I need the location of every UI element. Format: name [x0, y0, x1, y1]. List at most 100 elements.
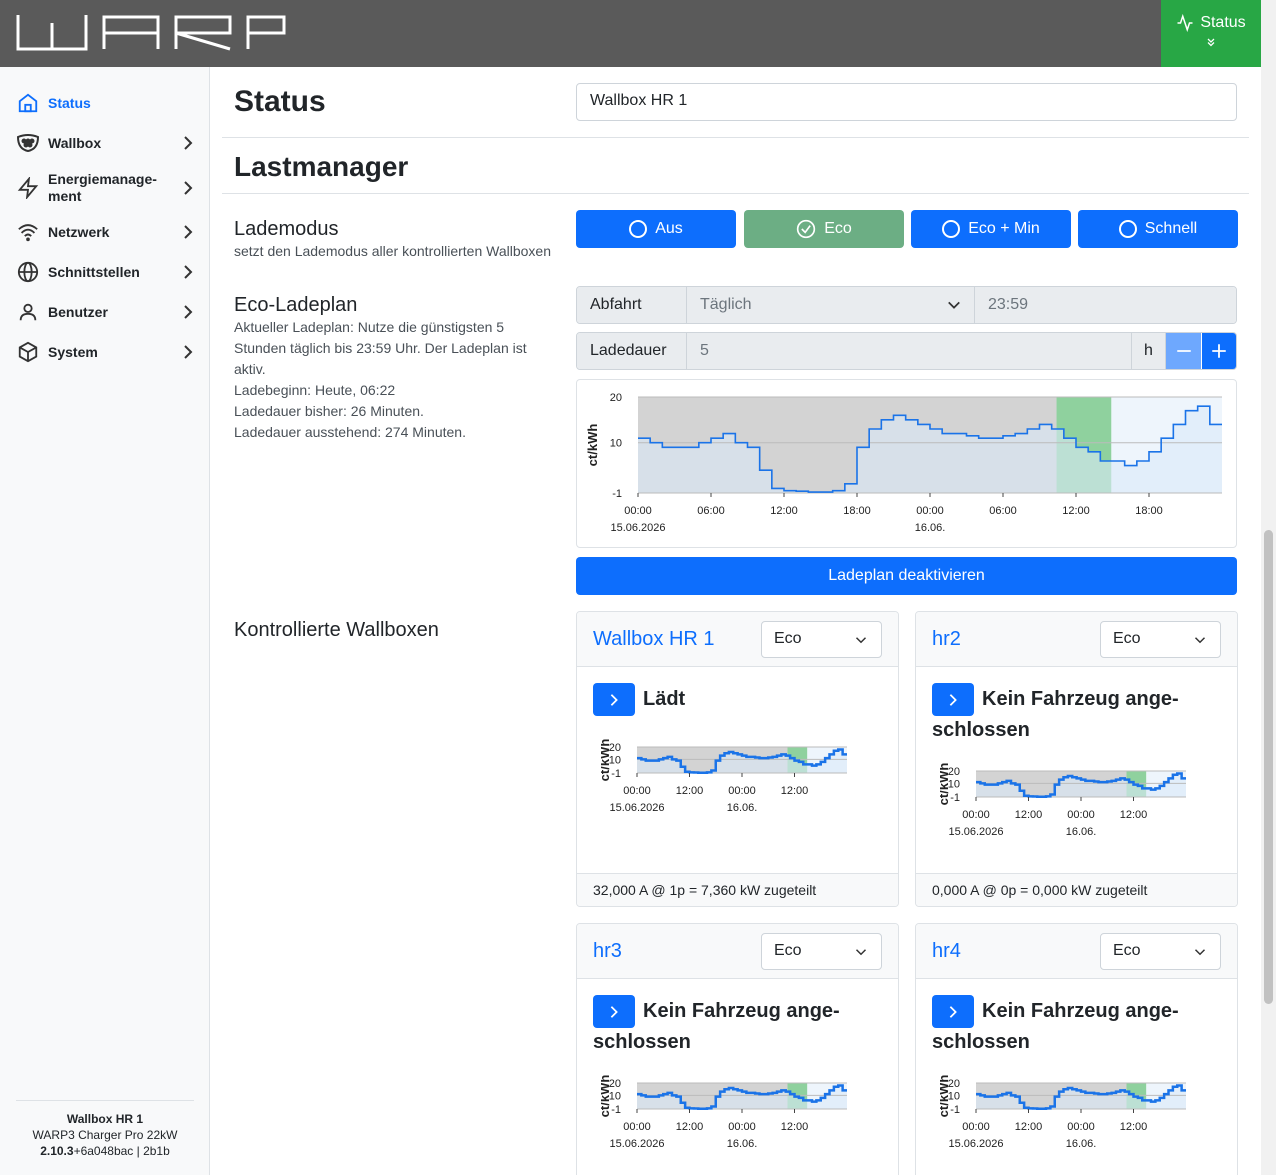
- chart-y-tick-label: 20: [610, 392, 622, 404]
- chart-y-tick-label: 20: [609, 742, 621, 754]
- wifi-icon: [16, 220, 40, 244]
- status-menu-button[interactable]: Status: [1161, 0, 1261, 67]
- chart-x-tick-label: 12:00: [781, 1121, 809, 1133]
- divider: [222, 137, 1249, 138]
- sidebar-item-status[interactable]: Status: [16, 91, 196, 115]
- chevron-right-icon: [949, 693, 957, 706]
- chart-y-axis-label: ct/kWh: [585, 424, 600, 467]
- chevron-right-icon: [184, 265, 193, 279]
- chart-x-tick-label: 12:00: [770, 505, 798, 517]
- chart-x-tick-label: 00:00: [1067, 809, 1095, 821]
- sidebar-item-label: System: [48, 343, 98, 360]
- main-content: Status Wallbox HR 1 Lastmanager Lademodu…: [210, 67, 1261, 1175]
- wallbox-mode-select[interactable]: Eco: [761, 621, 882, 658]
- chevron-right-icon: [610, 693, 618, 706]
- wallbox-state: Kein Fahrzeug ange-schlossen: [932, 688, 1179, 741]
- wallbox-name-link[interactable]: hr3: [593, 940, 622, 962]
- sidebar-item-netzwerk[interactable]: Netzwerk: [16, 220, 196, 244]
- chart-x-date-label: 15.06.2026: [610, 522, 665, 534]
- lademodus-label: Lademodus: [234, 218, 339, 240]
- chart-y-tick-label: 10: [609, 754, 621, 766]
- device-name-field[interactable]: Wallbox HR 1: [576, 83, 1237, 121]
- divider: [222, 193, 1249, 194]
- expand-button[interactable]: [932, 683, 974, 716]
- mode-schnell-button[interactable]: Schnell: [1078, 210, 1238, 248]
- wallbox-card: hr2 Eco Kein Fahrzeug ange-schlossen 20 1…: [915, 611, 1238, 907]
- wallbox-mode-select[interactable]: Eco: [1100, 621, 1221, 658]
- eco-plan-description: Aktueller Ladeplan: Nutze die günstigste…: [234, 319, 527, 440]
- chart-x-tick-label: 00:00: [1067, 1121, 1095, 1133]
- sidebar-item-energiemanagement[interactable]: Energiemanage- ment: [16, 171, 196, 205]
- expand-button[interactable]: [593, 995, 635, 1028]
- wallbox-mode-select[interactable]: Eco: [761, 933, 882, 970]
- chart-x-tick-label: 12:00: [1015, 1121, 1043, 1133]
- chart-series-line: [638, 405, 1222, 493]
- chart-y-tick-label: 20: [948, 1078, 960, 1090]
- chart-x-date-label: 16.06.: [915, 522, 946, 534]
- sidebar-item-schnittstellen[interactable]: Schnittstellen: [16, 260, 196, 284]
- chart-series-line: [637, 1084, 847, 1111]
- chart-x-tick-label: 00:00: [623, 1121, 651, 1133]
- chart-x-tick-label: 12:00: [1015, 809, 1043, 821]
- wallbox-state: Kein Fahrzeug ange-schlossen: [593, 1000, 840, 1053]
- scrollbar-thumb[interactable]: [1264, 530, 1273, 1004]
- departure-select[interactable]: Täglich: [687, 287, 975, 323]
- duration-label: Ladedauer: [577, 333, 687, 369]
- minus-icon: [1176, 350, 1191, 352]
- section-title: Lastmanager: [234, 151, 409, 182]
- footer-version: 2.10.3+6a048bac | 2b1b: [40, 1144, 170, 1158]
- chart-x-date-label: 16.06.: [727, 802, 758, 814]
- chart-y-axis-label: ct/kWh: [940, 763, 951, 806]
- radio-circle-icon: [942, 220, 961, 238]
- chart-x-tick-label: 00:00: [624, 505, 652, 517]
- globe-icon: [16, 260, 40, 284]
- wallbox-mode-select[interactable]: Eco: [1100, 933, 1221, 970]
- wallbox-name-link[interactable]: hr4: [932, 940, 961, 962]
- status-button-label: Status: [1200, 14, 1246, 31]
- chart-x-date-label: 15.06.2026: [948, 1138, 1003, 1150]
- chart-y-axis-label: ct/kWh: [940, 1075, 951, 1118]
- chart-y-tick-label: -1: [950, 1104, 960, 1116]
- mode-aus-button[interactable]: Aus: [576, 210, 736, 248]
- radio-circle-icon: [629, 220, 648, 238]
- wallbox-name-link[interactable]: hr2: [932, 628, 961, 650]
- wallbox-allocation: 32,000 A @ 1p = 7,360 kW zugeteilt: [577, 873, 898, 906]
- wallbox-card: Wallbox HR 1 Eco Lädt 20 10 -1 ct/kWh 00:00 1…: [576, 611, 899, 907]
- chart-y-tick-label: -1: [611, 768, 621, 780]
- expand-button[interactable]: [593, 683, 635, 716]
- duration-field[interactable]: 5: [687, 333, 1132, 369]
- chevron-down-icon: [1194, 637, 1206, 644]
- wallbox-allocation: 0,000 A @ 0p = 0,000 kW zugeteilt: [916, 873, 1237, 906]
- radio-circle-icon: [1118, 220, 1137, 238]
- chart-x-tick-label: 12:00: [676, 785, 704, 797]
- sidebar-item-benutzer[interactable]: Benutzer: [16, 300, 196, 324]
- sidebar-item-wallbox[interactable]: Wallbox: [16, 131, 196, 155]
- deactivate-plan-button[interactable]: Ladeplan deaktivieren: [576, 557, 1237, 595]
- chart-y-tick-label: -1: [950, 792, 960, 804]
- warp-logo[interactable]: [16, 15, 286, 51]
- chart-y-tick-label: 10: [609, 1090, 621, 1102]
- sidebar-item-label: Benutzer: [48, 303, 108, 320]
- wallbox-state: Lädt: [643, 688, 686, 710]
- chevron-right-icon: [610, 1005, 618, 1018]
- sidebar-item-system[interactable]: System: [16, 340, 196, 364]
- chevron-right-icon: [184, 181, 193, 195]
- top-bar: Status: [0, 0, 1261, 67]
- sidebar-item-label: Netzwerk: [48, 223, 110, 240]
- departure-label: Abfahrt: [577, 287, 687, 323]
- wallbox-name-link[interactable]: Wallbox HR 1: [593, 628, 715, 650]
- chart-x-date-label: 15.06.2026: [609, 1138, 664, 1150]
- expand-button[interactable]: [932, 995, 974, 1028]
- chart-area-fill: [976, 773, 1186, 797]
- mode-eco-button[interactable]: Eco: [744, 210, 904, 248]
- footer-model: WARP3 Charger Pro 22kW: [32, 1128, 178, 1142]
- lightning-icon: [16, 176, 40, 200]
- increment-button[interactable]: [1201, 333, 1236, 369]
- chart-x-tick-label: 06:00: [697, 505, 725, 517]
- mode-eco-min-button[interactable]: Eco + Min: [911, 210, 1071, 248]
- departure-time-field[interactable]: 23:59: [975, 287, 1236, 323]
- decrement-button[interactable]: [1166, 333, 1201, 369]
- chart-x-tick-label: 00:00: [962, 809, 990, 821]
- sidebar-footer: Wallbox HR 1 WARP3 Charger Pro 22kW 2.10…: [16, 1100, 194, 1159]
